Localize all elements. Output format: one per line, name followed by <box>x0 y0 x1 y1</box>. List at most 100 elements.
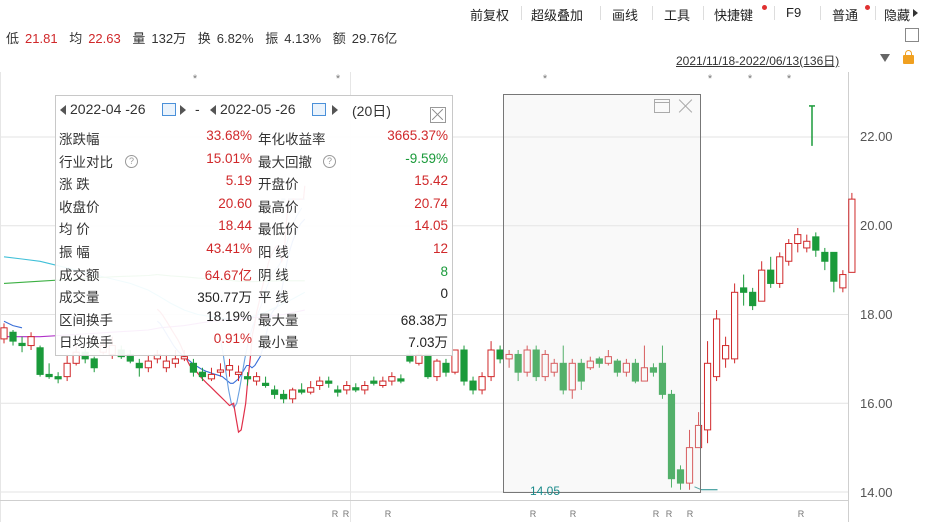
stat-value: 5.19 <box>225 173 252 189</box>
candle-body <box>839 274 847 289</box>
candle-body <box>343 385 351 391</box>
event-star-marker: * <box>336 73 341 85</box>
candle-body <box>785 243 793 262</box>
stat-value: 14.05 <box>414 218 448 234</box>
calendar-icon[interactable] <box>312 103 326 116</box>
stats-row: 涨跌幅 33.68% 年化收益率 3665.37% <box>56 128 452 150</box>
stat-label: 最低价 <box>258 222 299 238</box>
candle-body <box>740 287 748 293</box>
stat-label: 成交额 <box>59 267 100 283</box>
date-range-link[interactable]: 2021/11/18-2022/06/13(136日) <box>676 54 840 68</box>
end-date-field[interactable]: 2022-05 -26 <box>220 101 296 117</box>
help-icon[interactable]: ? <box>125 154 138 168</box>
toolbar-divider <box>600 6 601 20</box>
candle-body <box>667 393 676 480</box>
stats-row: 成交量 350.77万平 线 0 <box>56 286 452 308</box>
candle-body <box>631 362 639 382</box>
stat-value: 15.42 <box>414 173 448 189</box>
stat-label: 额 <box>332 31 346 46</box>
candle-body <box>622 362 630 373</box>
candle-body <box>712 318 721 378</box>
candle-body <box>225 365 234 371</box>
candle-body <box>289 389 297 400</box>
stat-value: 0 <box>440 286 448 302</box>
stat-label: 均 <box>69 31 83 46</box>
normal-mode-button[interactable]: 普通 <box>832 8 859 23</box>
hide-button[interactable]: 隐藏 <box>884 8 911 23</box>
stats-row: 涨 跌 5.19 开盘价 15.42 <box>56 173 452 195</box>
calendar-icon[interactable] <box>162 103 176 116</box>
stat-label: 阴 线 <box>258 267 289 283</box>
next-end-date-icon[interactable] <box>332 105 338 115</box>
panel-header: 2022-04 -26 - 2022-05 -26 (20日) <box>56 101 452 123</box>
candle-body <box>776 256 784 284</box>
dropdown-arrow-icon[interactable] <box>880 54 890 62</box>
candle-body <box>316 380 324 386</box>
candle-body <box>27 336 35 347</box>
window-icon[interactable] <box>654 99 670 113</box>
stat-label: 最大量 <box>258 312 299 328</box>
prev-start-date-icon[interactable] <box>60 105 66 115</box>
event-star-marker: * <box>787 73 792 85</box>
candle-body <box>749 291 757 307</box>
toolbar-divider <box>652 6 653 20</box>
candle-body <box>731 291 739 360</box>
lock-icon[interactable] <box>903 50 914 64</box>
candle-body <box>460 349 468 382</box>
candle-body <box>234 371 243 375</box>
r-marker: R <box>653 509 660 519</box>
candle-body <box>243 376 252 380</box>
shortcut-key-button[interactable]: 快捷键 <box>714 8 754 23</box>
candle-body <box>812 236 820 251</box>
stat-value: 20.60 <box>218 195 252 211</box>
candle-body <box>649 367 658 373</box>
stat-label: 涨 跌 <box>59 177 90 193</box>
close-icon[interactable] <box>678 98 694 114</box>
ma-line-blue <box>3 320 23 329</box>
stat-label: 最大回撤 <box>258 154 312 170</box>
candle-body <box>162 360 170 369</box>
candle-body <box>379 380 387 386</box>
candle-body <box>207 373 216 380</box>
super-overlay-button[interactable]: 超级叠加 <box>531 8 584 23</box>
forward-adjust-button[interactable]: 前复权 <box>470 8 510 23</box>
stats-row: 成交额 64.67亿阴 线 8 <box>56 264 452 286</box>
draw-line-button[interactable]: 画线 <box>612 8 639 23</box>
start-date-field[interactable]: 2022-04 -26 <box>70 101 146 117</box>
caret-right-icon <box>913 9 918 17</box>
stat-label: 量 <box>132 31 146 46</box>
panel-close-icon[interactable] <box>430 107 446 123</box>
notification-dot-icon <box>865 5 870 10</box>
candle-body <box>830 251 838 282</box>
next-start-date-icon[interactable] <box>180 105 186 115</box>
help-icon[interactable]: ? <box>323 154 336 168</box>
stat-value: 68.38万 <box>400 312 448 328</box>
candle-body <box>532 349 540 378</box>
candle-body <box>352 387 360 391</box>
stat-label: 平 线 <box>258 290 289 306</box>
stats-row: 日均换手 0.91% 最小量 7.03万 <box>56 331 452 353</box>
stat-label: 阳 线 <box>258 245 289 260</box>
candle-body <box>487 349 495 378</box>
candle-body <box>370 380 378 384</box>
candle-body <box>685 447 694 484</box>
stat-label: 最小量 <box>258 335 299 351</box>
candle-body <box>280 393 288 400</box>
candle-body <box>658 362 667 395</box>
range-selection-box[interactable] <box>503 94 701 493</box>
candle-body <box>0 327 8 340</box>
stat-label: 年化收益率 <box>258 132 326 147</box>
candle-body <box>252 376 261 382</box>
tools-button[interactable]: 工具 <box>664 8 691 23</box>
stat-value: 350.77万 <box>197 290 252 306</box>
low-price-pointer <box>694 486 718 491</box>
candle-body <box>577 362 585 382</box>
toolbar-divider <box>774 6 775 20</box>
quote-stats-bar: 低 21.81 均 22.63 量 132万 换 6.82% 振 4.13% 额 29.76… <box>6 28 405 47</box>
toolbar-divider <box>875 6 876 20</box>
f9-button[interactable]: F9 <box>786 5 802 20</box>
expand-icon[interactable] <box>905 28 919 42</box>
prev-end-date-icon[interactable] <box>210 105 216 115</box>
candle-body <box>451 349 459 373</box>
stat-label: 收盘价 <box>59 199 100 215</box>
